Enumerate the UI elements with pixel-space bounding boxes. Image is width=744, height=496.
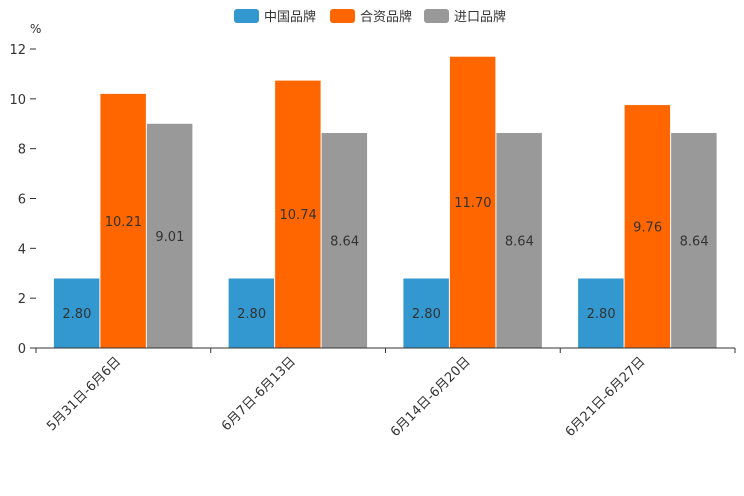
data-label: 8.64	[330, 234, 359, 249]
bar[interactable]	[670, 132, 718, 349]
data-label: 8.64	[680, 234, 709, 249]
x-axis: 5月31日-6月6日 6月7日-6月13日 6月14日-6月20日 6月21日-6月2…	[35, 347, 736, 440]
y-tick-label: 8	[18, 143, 26, 158]
data-label: 9.76	[633, 220, 662, 235]
legend-swatch[interactable]	[424, 9, 449, 23]
y-axis: 0 2 4 6 8 10 12	[9, 43, 36, 357]
x-category-label: 6月7日-6月13日	[219, 354, 299, 434]
data-label: 8.64	[505, 234, 534, 249]
y-tick-label: 2	[18, 292, 26, 307]
bar[interactable]	[495, 132, 543, 349]
bar[interactable]	[321, 132, 368, 349]
bar[interactable]	[99, 93, 147, 349]
data-label: 2.80	[587, 307, 616, 322]
x-category-label: 6月14日-6月20日	[388, 354, 474, 440]
legend-swatch[interactable]	[330, 9, 355, 23]
legend: 中国品牌 合资品牌 进口品牌	[234, 9, 506, 25]
legend-label[interactable]: 中国品牌	[264, 9, 316, 25]
x-category-label: 5月31日-6月6日	[44, 354, 124, 434]
y-tick-label: 4	[18, 242, 26, 257]
bar[interactable]	[274, 80, 322, 349]
bars: 2.80 10.21 9.01 2.80 10.74 8.64 2.80 11.70 8.64 2…	[53, 56, 718, 349]
x-category-label: 6月21日-6月27日	[563, 354, 649, 440]
legend-label[interactable]: 进口品牌	[454, 9, 506, 25]
y-tick-label: 12	[9, 43, 26, 58]
data-label: 11.70	[454, 196, 491, 211]
bar[interactable]	[402, 277, 450, 349]
y-tick-label: 6	[18, 193, 26, 208]
data-label: 2.80	[412, 307, 441, 322]
bar[interactable]	[146, 123, 193, 349]
legend-label[interactable]: 合资品牌	[360, 9, 412, 25]
legend-swatch[interactable]	[234, 9, 259, 23]
bar[interactable]	[228, 277, 275, 349]
data-label: 2.80	[237, 307, 266, 322]
data-label: 10.21	[105, 215, 142, 230]
y-axis-unit: %	[30, 22, 41, 36]
data-label: 2.80	[62, 307, 91, 322]
y-tick-label: 10	[9, 93, 26, 108]
y-tick-label: 0	[18, 342, 26, 357]
bar[interactable]	[449, 56, 496, 349]
bar[interactable]	[577, 277, 625, 349]
data-label: 10.74	[280, 208, 317, 223]
bar[interactable]	[624, 104, 671, 349]
data-label: 9.01	[155, 230, 184, 245]
